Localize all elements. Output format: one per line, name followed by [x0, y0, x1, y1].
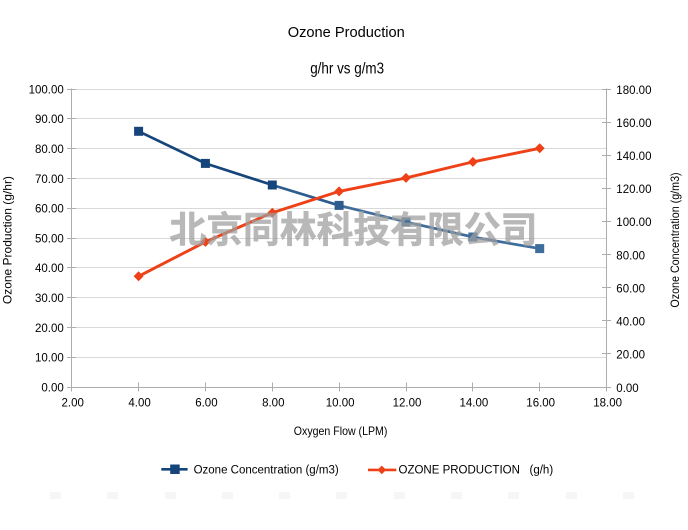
- svg-text:60.00: 60.00: [35, 204, 64, 216]
- svg-text:Ozone Production: Ozone Production: [288, 24, 405, 41]
- svg-text:70.00: 70.00: [35, 174, 64, 186]
- svg-text:100.00: 100.00: [616, 217, 651, 229]
- svg-text:(g/h): (g/h): [530, 465, 554, 477]
- svg-text:Oxygen Flow (LPM): Oxygen Flow (LPM): [294, 424, 388, 438]
- svg-text:40.00: 40.00: [35, 263, 64, 275]
- svg-text:180.00: 180.00: [616, 85, 651, 97]
- svg-text:20.00: 20.00: [616, 350, 645, 362]
- svg-text:Ozone Concentration (g/m3): Ozone Concentration (g/m3): [669, 172, 682, 307]
- svg-text:12.00: 12.00: [393, 398, 422, 410]
- svg-text:10.00: 10.00: [35, 353, 64, 365]
- svg-text:50.00: 50.00: [35, 233, 64, 245]
- svg-text:16.00: 16.00: [526, 398, 555, 410]
- svg-text:140.00: 140.00: [616, 151, 651, 163]
- svg-text:8.00: 8.00: [262, 398, 284, 410]
- svg-text:0.00: 0.00: [616, 383, 638, 395]
- svg-text:80.00: 80.00: [35, 144, 64, 156]
- svg-text:4.00: 4.00: [128, 398, 150, 410]
- svg-text:g/hr vs g/m3: g/hr vs g/m3: [310, 61, 384, 78]
- svg-text:18.00: 18.00: [593, 398, 622, 410]
- svg-text:80.00: 80.00: [616, 250, 645, 262]
- svg-text:60.00: 60.00: [616, 284, 645, 296]
- svg-text:0.00: 0.00: [41, 382, 63, 394]
- svg-text:2.00: 2.00: [62, 398, 84, 410]
- svg-text:120.00: 120.00: [616, 184, 651, 196]
- svg-text:OZONE PRODUCTION: OZONE PRODUCTION: [399, 465, 520, 477]
- svg-text:14.00: 14.00: [460, 398, 489, 410]
- svg-text:100.00: 100.00: [29, 84, 64, 96]
- svg-text:160.00: 160.00: [616, 118, 651, 130]
- svg-text:30.00: 30.00: [35, 293, 64, 305]
- svg-text:6.00: 6.00: [195, 398, 217, 410]
- svg-text:Ozone Concentration (g/m3): Ozone Concentration (g/m3): [194, 465, 339, 477]
- svg-text:40.00: 40.00: [616, 317, 645, 329]
- svg-text:90.00: 90.00: [35, 114, 64, 126]
- svg-text:20.00: 20.00: [35, 323, 64, 335]
- svg-text:10.00: 10.00: [326, 398, 355, 410]
- svg-text:Ozone Production (g/hr): Ozone Production (g/hr): [0, 176, 14, 304]
